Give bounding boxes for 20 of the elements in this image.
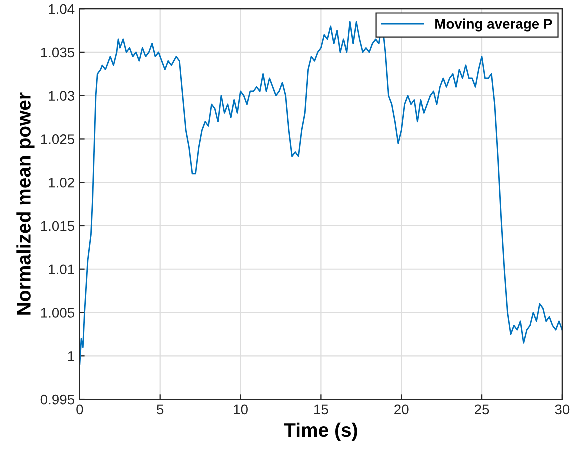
y-tick-label: 1: [68, 352, 74, 362]
x-axis-title: Time (s): [284, 422, 358, 442]
y-tick-label: 1.01: [49, 264, 74, 275]
y-tick-label: 1.035: [41, 48, 74, 58]
y-axis-title: Normalized mean power: [16, 92, 35, 315]
x-tick-label: 0: [76, 404, 84, 415]
y-tick-label: 1.005: [41, 308, 74, 318]
x-tick-label: 15: [314, 404, 328, 415]
x-tick-label: 25: [474, 404, 490, 415]
y-tick-label: 1.025: [41, 134, 74, 144]
y-tick-label: 1.03: [49, 91, 74, 102]
x-tick-label: 30: [555, 404, 570, 415]
y-tick-label: 0.995: [40, 394, 74, 405]
y-tick-label: 1.02: [49, 178, 74, 188]
legend-label: Moving average P: [436, 18, 552, 32]
x-tick-label: 5: [157, 404, 164, 415]
y-tick-label: 1.015: [41, 221, 74, 232]
y-tick-label: 1.04: [49, 4, 75, 14]
x-tick-label: 20: [394, 404, 409, 415]
x-tick-label: 10: [234, 404, 248, 415]
